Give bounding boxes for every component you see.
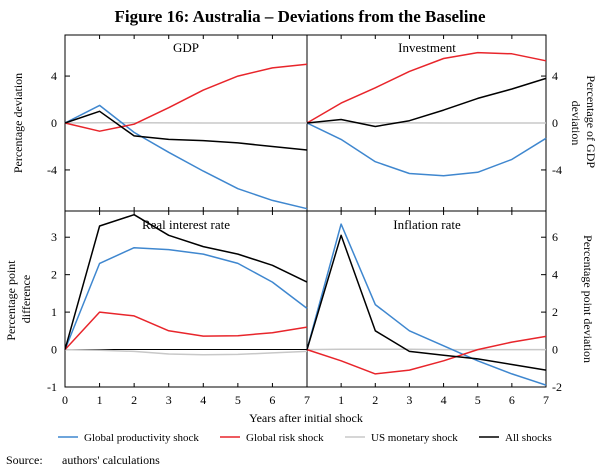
- ytick-label-real-interest-rate: 2: [51, 268, 57, 282]
- panel-title-investment: Investment: [398, 40, 456, 55]
- series-gdp-global-productivity-shock: [64, 104, 308, 210]
- ytick-label-gdp: -4: [47, 163, 57, 177]
- legend-label-us-monetary: US monetary shock: [371, 432, 458, 444]
- xtick-label: 5: [235, 393, 241, 407]
- ytick-label-gdp: 0: [51, 116, 57, 130]
- ylabel-top-right-line2: deviation: [569, 101, 583, 146]
- legend-label-risk: Global risk shock: [246, 432, 324, 444]
- series-real-interest-rate-global-productivity-shock: [64, 246, 308, 350]
- xtick-label: 1: [338, 393, 344, 407]
- ytick-label-inflation-rate: 2: [552, 305, 558, 319]
- series-investment-global-risk-shock: [306, 51, 547, 124]
- series-gdp-all-shocks: [64, 110, 308, 151]
- ylabel-top-right: Percentage of GDP deviation: [569, 75, 598, 170]
- ytick-label-investment: 4: [552, 69, 558, 83]
- series-inflation-rate-all-shocks: [306, 234, 547, 371]
- series-gdp-global-risk-shock: [64, 63, 308, 132]
- ytick-label-real-interest-rate: 0: [51, 343, 57, 357]
- ytick-label-inflation-rate: 6: [552, 230, 558, 244]
- xtick-label: 2: [372, 393, 378, 407]
- xtick-label: 2: [131, 393, 137, 407]
- legend-label-productivity: Global productivity shock: [84, 432, 199, 444]
- ytick-label-inflation-rate: -2: [552, 380, 562, 394]
- series-real-interest-rate-all-shocks: [64, 213, 308, 350]
- xtick-label: 1: [97, 393, 103, 407]
- ytick-label-gdp: 4: [51, 69, 57, 83]
- ylabel-top-right-line1: Percentage of GDP: [584, 75, 598, 168]
- xlabel: Years after initial shock: [249, 411, 363, 425]
- ylabel-bottom-left-line2: difference: [19, 275, 33, 323]
- legend-label-all: All shocks: [505, 432, 552, 444]
- series-real-interest-rate-global-risk-shock: [64, 311, 308, 351]
- ytick-label-real-interest-rate: -1: [47, 380, 57, 394]
- source-label: Source:: [6, 453, 43, 467]
- legend: Global productivity shock Global risk sh…: [58, 432, 552, 444]
- ylabel-bottom-right: Percentage point deviation: [581, 235, 595, 363]
- xtick-label: 3: [406, 393, 412, 407]
- xtick-label: 7: [543, 393, 549, 407]
- chart-marks: -4 0 4 -4 0 4 -1 0 1 2 3 -2 0 2 4 6 0 1 2 3 4 5 6 7 1 2 3 4 5 6 7: [47, 35, 562, 407]
- source-text: authors' calculations: [62, 453, 160, 467]
- ylabel-bottom-left: Percentage point difference: [4, 257, 33, 340]
- panel-frame-real-interest-rate: [64, 210, 308, 388]
- xtick-label: 6: [509, 393, 515, 407]
- ytick-label-investment: 0: [552, 116, 558, 130]
- panel-title-gdp: GDP: [173, 40, 199, 55]
- series-real-interest-rate-us-monetary-shock: [64, 348, 308, 356]
- ytick-label-inflation-rate: 4: [552, 268, 558, 282]
- ylabel-bottom-left-line1: Percentage point: [4, 260, 18, 341]
- xtick-label: 7: [304, 393, 310, 407]
- xtick-label: 6: [269, 393, 275, 407]
- chart-title: Figure 16: Australia – Deviations from t…: [115, 7, 486, 26]
- series-inflation-rate-global-risk-shock: [306, 335, 547, 375]
- panel-title-inflation-rate: Inflation rate: [393, 217, 461, 232]
- ytick-label-investment: -4: [552, 163, 562, 177]
- series-investment-all-shocks: [306, 77, 547, 128]
- xtick-label: 4: [200, 393, 206, 407]
- xtick-label: 4: [441, 393, 447, 407]
- series-investment-global-productivity-shock: [306, 122, 547, 177]
- xtick-label: 0: [62, 393, 68, 407]
- xtick-label: 3: [166, 393, 172, 407]
- panel-title-real-interest-rate: Real interest rate: [142, 217, 230, 232]
- ytick-label-real-interest-rate: 3: [51, 230, 57, 244]
- ytick-label-inflation-rate: 0: [552, 343, 558, 357]
- ytick-label-real-interest-rate: 1: [51, 305, 57, 319]
- xtick-label: 5: [475, 393, 481, 407]
- series-inflation-rate-global-productivity-shock: [306, 223, 547, 386]
- ylabel-top-left: Percentage deviation: [11, 73, 25, 173]
- panel-frame-inflation-rate: [306, 210, 547, 388]
